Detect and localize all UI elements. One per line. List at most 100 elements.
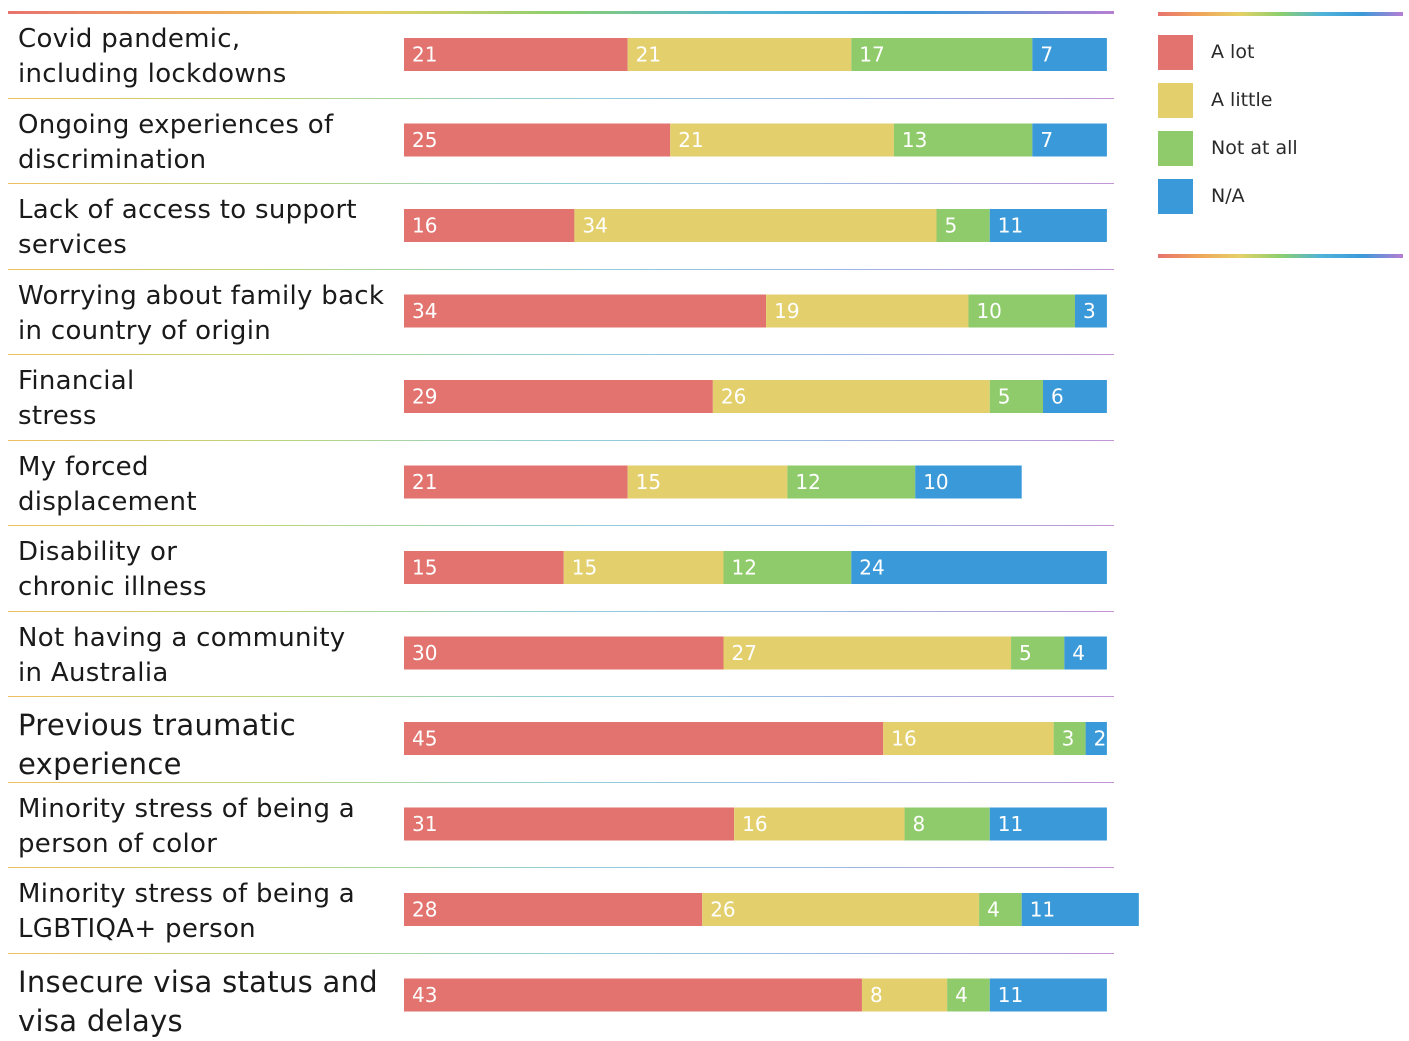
bar-segment — [1053, 722, 1086, 755]
bar-segment — [404, 123, 671, 157]
row-divider — [8, 781, 1114, 783]
legend-bottom-rule — [1158, 254, 1403, 258]
legend-label: N/A — [1211, 185, 1245, 207]
row-divider — [8, 610, 1114, 612]
row-divider — [8, 525, 1114, 526]
bar-segment — [989, 978, 1107, 1012]
data-label: 45 — [412, 727, 437, 751]
bar-segment — [404, 722, 884, 755]
category-label: Covid pandemic, including lockdowns — [18, 24, 287, 89]
row-divider — [8, 183, 1114, 184]
legend-label: A lot — [1211, 41, 1255, 63]
data-label: 12 — [795, 470, 820, 494]
row-divider — [8, 439, 1114, 441]
bar-segment — [1064, 636, 1107, 670]
data-label: 8 — [870, 983, 883, 1007]
bar-segment — [904, 807, 990, 841]
data-label: 26 — [721, 385, 746, 409]
data-label: 11 — [1030, 898, 1055, 922]
bar-segment — [979, 893, 1022, 926]
bar-segment — [404, 807, 735, 841]
bar-segment — [1085, 722, 1107, 755]
legend-swatch — [1158, 83, 1193, 118]
bar-segment — [627, 465, 788, 499]
data-label: 6 — [1051, 385, 1064, 409]
bar-segment — [404, 465, 628, 499]
bar-segment — [851, 551, 1107, 584]
row-divider — [8, 354, 1114, 355]
data-label: 19 — [774, 299, 799, 323]
data-label: 34 — [412, 299, 437, 323]
bar-segment — [1032, 123, 1107, 157]
data-label: 27 — [732, 641, 757, 665]
bar-segment — [883, 722, 1054, 755]
category-label: Disability or chronic illness — [18, 537, 207, 602]
bar-segment — [1021, 893, 1139, 926]
data-label: 15 — [572, 556, 597, 580]
data-label: 16 — [412, 214, 437, 238]
bar-segment — [851, 38, 1033, 71]
data-label: 11 — [998, 983, 1023, 1007]
row-divider — [8, 268, 1114, 270]
bar-segment — [627, 38, 852, 71]
category-label: Financial stress — [18, 366, 135, 431]
data-label: 16 — [742, 812, 767, 836]
data-label: 8 — [913, 812, 926, 836]
bar-segment — [1011, 636, 1065, 670]
data-label: 21 — [412, 43, 437, 67]
data-label: 16 — [891, 727, 916, 751]
data-label: 21 — [412, 470, 437, 494]
data-label: 21 — [678, 128, 703, 152]
bar-segment — [404, 636, 724, 670]
category-label: Worrying about family back in country of … — [18, 280, 385, 346]
category-label: Insecure visa status and visa delays — [18, 964, 378, 1038]
bar-segment — [861, 978, 948, 1012]
category-label: Minority stress of being a person of colo… — [18, 793, 356, 859]
bar-segment — [574, 209, 937, 242]
bar-segment — [989, 380, 1043, 413]
bar-segment — [968, 294, 1075, 328]
bar-segment — [989, 209, 1107, 242]
data-label: 5 — [1019, 641, 1032, 665]
data-label: 3 — [1083, 299, 1096, 323]
row-divider — [8, 867, 1114, 868]
bar-segment — [723, 636, 1012, 670]
bar-segment — [702, 893, 980, 926]
data-label: 4 — [987, 898, 1000, 922]
bar-segment — [1032, 38, 1107, 71]
legend-top-rule — [1158, 12, 1403, 16]
row-divider — [8, 696, 1114, 697]
category-label: Lack of access to support services — [18, 195, 357, 260]
data-label: 43 — [412, 983, 437, 1007]
data-label: 4 — [1072, 641, 1085, 665]
bar-segment — [893, 123, 1033, 157]
data-label: 34 — [582, 214, 607, 238]
bar-segment — [947, 978, 990, 1012]
row-divider — [8, 952, 1114, 954]
legend-swatch — [1158, 35, 1193, 70]
category-label: Previous traumatic experience — [18, 708, 297, 781]
data-label: 2 — [1094, 727, 1107, 751]
category-label: Not having a community in Australia — [18, 622, 346, 688]
bar-segment — [404, 38, 628, 71]
bar-segment — [712, 380, 990, 413]
bar-segment — [723, 551, 852, 584]
category-label: Minority stress of being a LGBTIQA+ perso… — [18, 879, 356, 944]
bar-segment — [670, 123, 894, 157]
data-label: 15 — [412, 556, 437, 580]
data-label: 4 — [955, 983, 968, 1007]
bar-segment — [787, 465, 916, 499]
data-label: 25 — [412, 128, 437, 152]
data-label: 28 — [412, 898, 437, 922]
data-label: 7 — [1040, 43, 1053, 67]
bar-segment — [734, 807, 905, 841]
data-label: 12 — [732, 556, 757, 580]
data-label: 13 — [902, 128, 927, 152]
bar-segment — [1074, 294, 1107, 328]
data-label: 11 — [998, 214, 1023, 238]
data-label: 11 — [998, 812, 1023, 836]
legend-label: A little — [1211, 89, 1273, 111]
data-label: 26 — [710, 898, 735, 922]
data-label: 17 — [859, 43, 884, 67]
